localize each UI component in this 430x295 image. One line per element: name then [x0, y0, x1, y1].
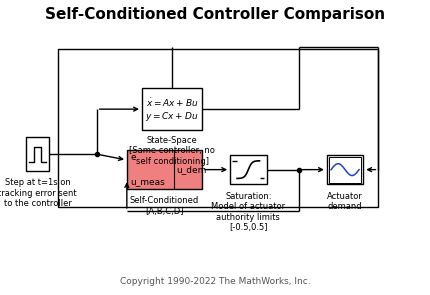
Bar — [327, 155, 363, 184]
Bar — [230, 155, 267, 184]
Text: $y = Cx + Du$: $y = Cx + Du$ — [145, 110, 199, 123]
Text: u_meas: u_meas — [130, 177, 165, 186]
Bar — [58, 49, 378, 206]
Bar — [26, 137, 49, 171]
Text: Copyright 1990-2022 The MathWorks, Inc.: Copyright 1990-2022 The MathWorks, Inc. — [120, 277, 310, 286]
Text: Saturation:
Model of actuator
authority limits
[-0.5,0.5]: Saturation: Model of actuator authority … — [211, 192, 286, 232]
Text: Self-Conditioned Controller Comparison: Self-Conditioned Controller Comparison — [45, 7, 385, 22]
Text: u_dem: u_dem — [176, 165, 206, 174]
Text: Actuator
demand: Actuator demand — [327, 192, 363, 211]
Text: $\dot{x} = Ax + Bu$: $\dot{x} = Ax + Bu$ — [146, 97, 198, 109]
Bar — [142, 88, 202, 130]
Text: State-Space
[Same controller, no
self conditioning]: State-Space [Same controller, no self co… — [129, 136, 215, 165]
Text: Self-Conditioned
[A,B,C,D]: Self-Conditioned [A,B,C,D] — [130, 196, 199, 216]
Bar — [329, 157, 361, 183]
Bar — [127, 150, 202, 189]
Text: e: e — [130, 153, 136, 162]
Text: Step at t=1s on
tracking error sent
to the controller: Step at t=1s on tracking error sent to t… — [0, 178, 77, 208]
